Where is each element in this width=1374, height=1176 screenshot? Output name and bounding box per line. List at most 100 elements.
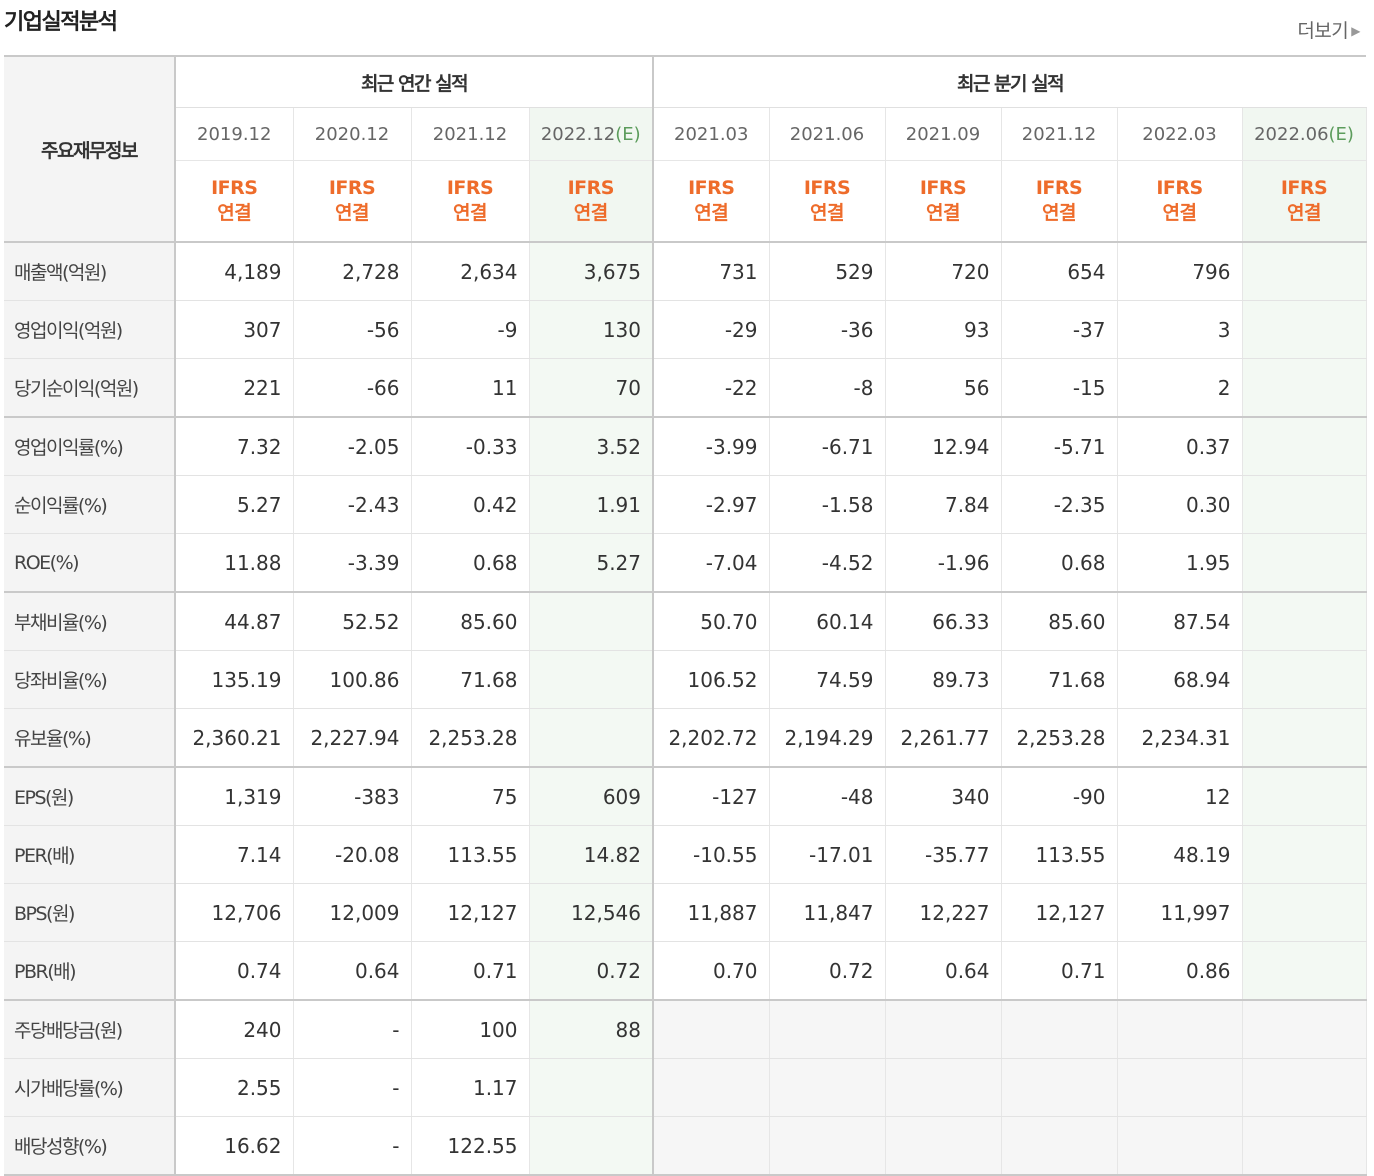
table-cell: 1.95	[1117, 533, 1243, 593]
row-label: 순이익률(%)	[4, 475, 176, 534]
basis-scope: 연결	[1287, 202, 1322, 224]
table-cell: -66	[293, 358, 412, 418]
table-cell: 5.27	[529, 533, 654, 593]
table-cell: 135.19	[175, 650, 294, 709]
table-cell: 529	[769, 242, 886, 301]
table-cell: 106.52	[653, 650, 770, 709]
table-cell: -37	[1001, 300, 1118, 359]
table-cell: 52.52	[293, 592, 412, 651]
basis-scope: 연결	[694, 202, 729, 224]
table-row: 주당배당금(원) 240-100 88	[4, 1000, 1367, 1059]
table-cell: 12,227	[885, 883, 1002, 942]
table-cell: -90	[1001, 767, 1118, 826]
table-cell: -4.52	[769, 533, 886, 593]
table-cell: -2.97	[653, 475, 770, 534]
table-cell: -36	[769, 300, 886, 359]
table-cell	[529, 1116, 654, 1176]
period-date: 2019.12	[197, 123, 272, 145]
table-cell: 66.33	[885, 592, 1002, 651]
period-date: 2021.06	[789, 123, 865, 145]
table-cell: 44.87	[175, 592, 294, 651]
table-cell: -	[293, 1058, 412, 1117]
basis-scope: 연결	[335, 202, 369, 224]
table-cell	[1117, 1000, 1243, 1059]
table-cell: 122.55	[411, 1116, 530, 1176]
period-header: 2021.12	[1001, 107, 1118, 161]
basis-header: IFRS 연결	[769, 160, 886, 243]
table-cell	[1242, 1116, 1367, 1176]
basis-header: IFRS 연결	[175, 160, 294, 243]
table-row: EPS(원) 1,319 -383 75 609 -127 -48 340 -90 12	[4, 767, 1367, 826]
table-cell	[1242, 475, 1367, 534]
basis-scope: 연결	[926, 202, 960, 224]
row-label: 당좌비율(%)	[4, 650, 176, 709]
table-cell: -29	[653, 300, 770, 359]
table-cell: 3,675	[529, 242, 654, 301]
table-cell	[1242, 533, 1367, 593]
table-cell: 0.86	[1117, 941, 1243, 1001]
period-header: 2021.09	[885, 107, 1002, 161]
table-cell	[1001, 1058, 1118, 1117]
table-cell: 71.68	[411, 650, 530, 709]
section-title: 기업실적분석	[4, 10, 118, 35]
table-cell	[885, 1058, 1002, 1117]
table-cell: 11.88	[175, 533, 294, 593]
basis-scope: 연결	[573, 202, 608, 224]
table-cell	[1242, 417, 1367, 476]
row-label: PER(배)	[4, 825, 176, 884]
table-cell	[769, 1000, 886, 1059]
table-cell: 88	[529, 1000, 654, 1059]
table-row: 시가배당률(%) 2.55-1.17	[4, 1058, 1367, 1117]
table-cell: 50.70	[653, 592, 770, 651]
row-label: 영업이익(억원)	[4, 300, 176, 359]
table-cell	[1242, 883, 1367, 942]
table-row: 순이익률(%) 5.27 -2.43 0.42 1.91 -2.97 -1.58 7.84 -2…	[4, 475, 1367, 534]
row-label: 영업이익률(%)	[4, 417, 176, 476]
table-cell	[1001, 1000, 1118, 1059]
table-cell	[1242, 767, 1367, 826]
period-header: 2021.03	[653, 107, 770, 161]
table-cell: 240	[175, 1000, 294, 1059]
table-cell: 113.55	[1001, 825, 1118, 884]
table-cell	[885, 1000, 1002, 1059]
table-cell: 0.72	[529, 941, 654, 1001]
table-cell: 2,728	[293, 242, 412, 301]
table-cell	[1001, 1116, 1118, 1176]
table-cell: 307	[175, 300, 294, 359]
table-cell: 0.74	[175, 941, 294, 1001]
table-row: 당좌비율(%) 135.19 100.86 71.68 106.52 74.59 89.73…	[4, 650, 1367, 709]
table-cell: -9	[411, 300, 530, 359]
more-link-label[interactable]: 더보기	[1297, 20, 1349, 42]
table-cell: 87.54	[1117, 592, 1243, 651]
table-cell: 0.64	[293, 941, 412, 1001]
table-cell: 93	[885, 300, 1002, 359]
table-cell	[885, 1116, 1002, 1176]
period-header: 2021.12	[411, 107, 530, 161]
table-cell: 340	[885, 767, 1002, 826]
table-cell: 731	[653, 242, 770, 301]
period-header: 2020.12	[293, 107, 412, 161]
table-cell	[1242, 358, 1367, 418]
table-row: BPS(원) 12,706 12,009 12,127 12,546 11,887 11,8…	[4, 883, 1367, 942]
table-cell: 3.52	[529, 417, 654, 476]
basis-standard: IFRS	[211, 177, 258, 199]
table-cell: -48	[769, 767, 886, 826]
table-cell: 12,546	[529, 883, 654, 942]
basis-header: IFRS 연결	[1117, 160, 1243, 243]
table-cell: 1.91	[529, 475, 654, 534]
table-body: 매출액(억원) 4,189 2,728 2,634 3,675 731 529 720 654 7…	[4, 242, 1367, 1176]
basis-standard: IFRS	[328, 177, 376, 199]
more-link[interactable]: 더보기 ▶	[1297, 16, 1360, 43]
table-cell: 1.17	[411, 1058, 530, 1117]
table-cell: -7.04	[653, 533, 770, 593]
table-cell: 12,127	[1001, 883, 1118, 942]
estimate-mark: (E)	[1328, 123, 1354, 145]
table-cell	[529, 650, 654, 709]
table-row: 유보율(%) 2,360.21 2,227.94 2,253.28 2,202.72 2,…	[4, 708, 1367, 768]
table-row: 당기순이익(억원) 221 -66 11 70 -22 -8 56 -15 2	[4, 358, 1367, 418]
table-cell	[769, 1058, 886, 1117]
table-cell: 2.55	[175, 1058, 294, 1117]
table-cell: 0.30	[1117, 475, 1243, 534]
table-cell: 2,634	[411, 242, 530, 301]
table-cell: -3.39	[293, 533, 412, 593]
